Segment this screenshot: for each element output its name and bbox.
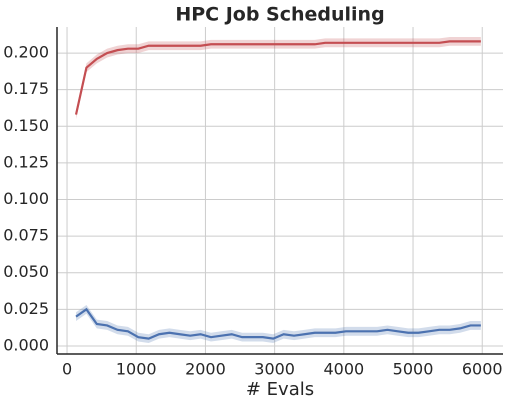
y-tick-label: 0.100	[3, 189, 49, 208]
x-tick-label: 2000	[185, 360, 226, 379]
y-tick-label: 0.050	[3, 262, 49, 281]
x-tick-label: 3000	[254, 360, 295, 379]
x-tick-label: 1000	[116, 360, 157, 379]
y-tick-label: 0.075	[3, 226, 49, 245]
series-line	[75, 307, 481, 340]
error-band	[76, 36, 481, 119]
x-tick-label: 5000	[393, 360, 434, 379]
y-tick-label: 0.025	[3, 299, 49, 318]
x-tick-label: 0	[62, 360, 72, 379]
y-tick-label: 0.150	[3, 116, 49, 135]
chart-title: HPC Job Scheduling	[175, 4, 384, 26]
x-tick-label: 6000	[462, 360, 503, 379]
y-tick-label: 0.125	[3, 152, 49, 171]
y-tick-label: 0.000	[3, 335, 49, 354]
y-tick-label: 0.200	[3, 43, 49, 62]
series-line	[74, 40, 481, 115]
y-tick-label: 0.175	[3, 79, 49, 98]
x-tick-label: 4000	[323, 360, 364, 379]
x-axis-label: # Evals	[246, 379, 314, 400]
